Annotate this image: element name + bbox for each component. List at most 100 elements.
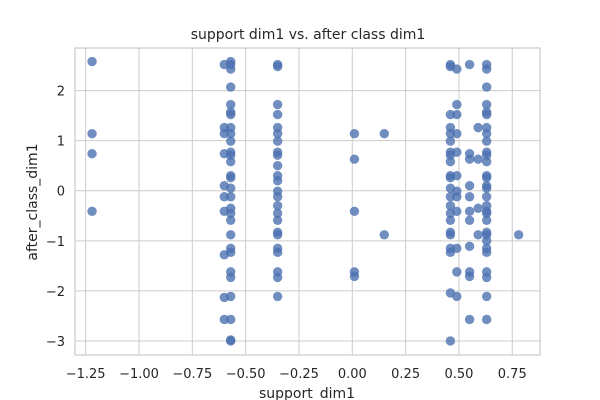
scatter-point bbox=[272, 99, 283, 110]
scatter-point bbox=[226, 136, 236, 146]
grid-lines bbox=[75, 48, 540, 355]
scatter-point bbox=[226, 150, 236, 160]
x-tick-labels: −1.25 −1.00 −0.75 −0.50 −0.25 0.00 0.25 0.50 0.7… bbox=[66, 367, 527, 382]
scatter-points bbox=[87, 56, 524, 346]
x-tick-label: 0.75 bbox=[498, 367, 527, 382]
y-tick-label: −1 bbox=[46, 235, 65, 250]
x-tick-label: −0.25 bbox=[279, 367, 319, 382]
x-tick-label: −1.25 bbox=[66, 367, 106, 382]
scatter-point bbox=[349, 154, 360, 164]
y-tick-labels: −3 −2 −1 0 1 2 bbox=[46, 85, 65, 350]
scatter-point bbox=[473, 154, 483, 164]
scatter-point bbox=[272, 230, 283, 240]
scatter-point bbox=[452, 99, 462, 110]
scatter-point bbox=[481, 247, 492, 258]
scatter-point bbox=[481, 136, 492, 146]
scatter-point bbox=[226, 208, 236, 218]
scatter-point bbox=[473, 203, 483, 213]
scatter-point bbox=[452, 291, 462, 302]
scatter-point bbox=[226, 99, 236, 110]
scatter-point bbox=[379, 128, 389, 139]
scatter-point bbox=[481, 192, 492, 202]
scatter-point bbox=[87, 206, 97, 216]
scatter-point bbox=[481, 156, 492, 167]
x-axis-label: support_dim1 bbox=[259, 386, 355, 400]
scatter-point bbox=[481, 64, 492, 74]
scatter-point bbox=[87, 128, 97, 139]
scatter-point bbox=[481, 236, 492, 246]
x-tick-label: −0.50 bbox=[226, 367, 266, 382]
scatter-point bbox=[272, 160, 283, 171]
scatter-point bbox=[464, 59, 475, 70]
scatter-point bbox=[272, 215, 283, 225]
y-tick-label: 0 bbox=[57, 185, 65, 200]
scatter-point bbox=[452, 267, 462, 277]
scatter-point bbox=[226, 183, 236, 193]
chart-title: support dim1 vs. after class dim1 bbox=[191, 27, 426, 43]
scatter-point bbox=[226, 128, 236, 139]
scatter-point bbox=[464, 215, 475, 225]
scatter-point bbox=[452, 206, 462, 216]
scatter-point bbox=[481, 314, 492, 325]
y-axis-label: after_class_dim1 bbox=[25, 143, 41, 260]
scatter-point bbox=[464, 314, 475, 325]
scatter-point bbox=[452, 64, 462, 74]
scatter-point bbox=[452, 171, 462, 181]
scatter-point bbox=[481, 150, 492, 160]
plot-area bbox=[74, 47, 541, 356]
y-tick-label: −3 bbox=[46, 335, 65, 350]
scatter-point bbox=[452, 128, 462, 139]
scatter-point bbox=[452, 109, 462, 120]
scatter-point bbox=[445, 215, 456, 225]
scatter-point bbox=[272, 61, 283, 72]
x-tick-label: 0.50 bbox=[444, 367, 473, 382]
scatter-point bbox=[464, 192, 475, 202]
scatter-point bbox=[481, 272, 492, 283]
scatter-point bbox=[272, 150, 283, 160]
scatter-point bbox=[272, 247, 283, 258]
scatter-point bbox=[272, 272, 283, 283]
x-tick-label: −1.00 bbox=[119, 367, 159, 382]
y-tick-label: 1 bbox=[57, 135, 65, 150]
scatter-point bbox=[481, 128, 492, 139]
scatter-point bbox=[226, 109, 236, 120]
scatter-point bbox=[481, 291, 492, 302]
scatter-point bbox=[272, 176, 283, 186]
scatter-point bbox=[445, 336, 456, 346]
scatter-point bbox=[349, 206, 360, 216]
scatter-point bbox=[226, 64, 236, 74]
scatter-point bbox=[87, 148, 97, 159]
x-tick-label: 0.00 bbox=[338, 367, 367, 382]
scatter-point bbox=[481, 82, 492, 92]
scatter-point bbox=[226, 173, 236, 183]
x-tick-label: 0.25 bbox=[391, 367, 420, 382]
scatter-point bbox=[272, 192, 283, 202]
scatter-point bbox=[226, 247, 236, 258]
scatter-point bbox=[349, 271, 360, 282]
scatter-point bbox=[379, 230, 389, 240]
scatter-point bbox=[226, 230, 236, 240]
scatter-point bbox=[481, 109, 492, 120]
scatter-point bbox=[349, 128, 360, 139]
scatter-point bbox=[481, 215, 492, 225]
scatter-point bbox=[473, 230, 483, 240]
scatter-point bbox=[272, 136, 283, 146]
scatter-point bbox=[464, 206, 475, 216]
scatter-point bbox=[445, 136, 456, 146]
scatter-point bbox=[464, 181, 475, 191]
scatter-point bbox=[226, 336, 236, 346]
scatter-point bbox=[481, 173, 492, 183]
scatter-point bbox=[272, 291, 283, 302]
scatter-point bbox=[481, 99, 492, 110]
x-tick-label: −0.75 bbox=[172, 367, 212, 382]
scatter-point bbox=[226, 314, 236, 325]
scatter-point bbox=[272, 109, 283, 120]
scatter-point bbox=[226, 82, 236, 92]
scatter-point bbox=[452, 192, 462, 202]
scatter-point bbox=[272, 201, 283, 211]
scatter-point bbox=[226, 291, 236, 302]
scatter-point bbox=[452, 243, 462, 254]
scatter-point bbox=[481, 208, 492, 218]
scatter-point bbox=[452, 147, 462, 157]
